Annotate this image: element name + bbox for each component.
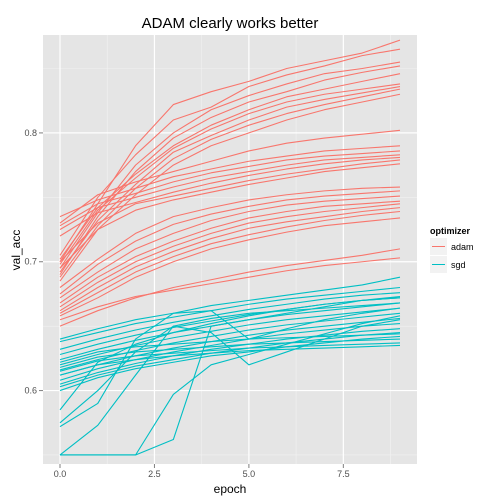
legend-title: optimizer xyxy=(430,226,471,236)
series-line-sgd xyxy=(59,286,401,343)
series-line-adam xyxy=(59,39,401,263)
series-line-sgd xyxy=(59,328,401,385)
series-line-adam xyxy=(59,154,401,231)
y-tick-label: 0.7 xyxy=(24,257,37,267)
series-line-adam xyxy=(59,248,401,327)
series-line-sgd xyxy=(59,323,401,381)
series-line-adam xyxy=(59,73,401,260)
y-tick-label: 0.6 xyxy=(24,386,37,396)
series-line-adam xyxy=(59,190,401,295)
legend-label-sgd: sgd xyxy=(451,260,466,270)
series-line-adam xyxy=(59,88,401,278)
series-line-sgd xyxy=(59,292,401,350)
series-line-adam xyxy=(59,93,401,282)
series-line-adam xyxy=(59,210,401,314)
series-line-sgd xyxy=(59,312,401,371)
plot-panel xyxy=(43,35,417,464)
series-line-adam xyxy=(59,186,401,288)
series-line-adam xyxy=(59,145,401,218)
series-lines xyxy=(59,39,401,456)
series-line-adam xyxy=(59,61,401,269)
series-line-sgd xyxy=(59,344,401,376)
legend-item-sgd: sgd xyxy=(430,256,466,273)
series-line-sgd xyxy=(59,307,401,366)
chart-title: ADAM clearly works better xyxy=(142,15,319,32)
plot-background xyxy=(43,35,417,464)
series-line-sgd xyxy=(59,319,401,456)
series-line-sgd xyxy=(59,317,401,376)
series-line-adam xyxy=(59,163,401,269)
series-line-adam xyxy=(59,156,401,237)
legend: optimizer adam sgd xyxy=(430,226,474,273)
series-line-sgd xyxy=(60,297,401,456)
series-line-sgd xyxy=(59,276,401,340)
y-axis-label: val_acc xyxy=(9,230,23,271)
series-line-adam xyxy=(59,217,401,317)
series-line-sgd xyxy=(59,295,401,411)
series-line-adam xyxy=(59,207,401,312)
legend-label-adam: adam xyxy=(451,242,474,252)
series-line-adam xyxy=(59,200,401,304)
x-tick-label: 2.5 xyxy=(148,469,161,479)
series-line-adam xyxy=(59,203,401,308)
series-line-sgd xyxy=(59,333,401,363)
legend-item-adam: adam xyxy=(430,238,474,255)
x-tick-label: 7.5 xyxy=(337,469,350,479)
y-tick-label: 0.8 xyxy=(24,128,37,138)
series-line-adam xyxy=(59,48,401,256)
series-line-sgd xyxy=(59,338,401,368)
series-line-adam xyxy=(59,129,401,224)
series-line-sgd xyxy=(59,307,401,428)
series-line-adam xyxy=(59,150,401,227)
series-line-adam xyxy=(59,195,401,299)
axis-ticks: 0.0 2.5 5.0 7.5 0.6 0.7 0.8 xyxy=(24,128,349,479)
grid-lines xyxy=(43,35,417,464)
series-line-adam xyxy=(59,257,401,321)
x-axis-label: epoch xyxy=(214,482,247,496)
x-tick-label: 5.0 xyxy=(243,469,256,479)
x-tick-label: 0.0 xyxy=(54,469,67,479)
series-line-adam xyxy=(59,159,401,263)
